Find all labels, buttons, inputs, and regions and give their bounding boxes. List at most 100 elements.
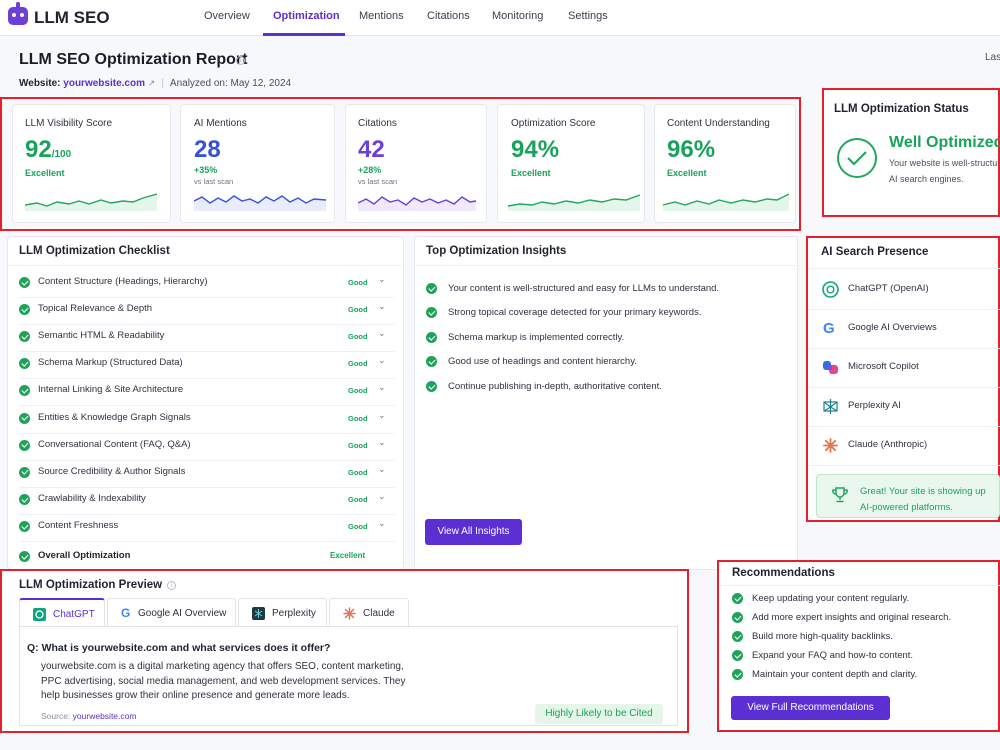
nav-citations[interactable]: Citations bbox=[427, 10, 470, 22]
check-icon bbox=[19, 412, 30, 424]
status-title: LLM Optimization Status bbox=[834, 103, 969, 115]
chevron-down-icon[interactable]: ⌄ bbox=[378, 436, 386, 447]
check-icon bbox=[19, 331, 30, 343]
meta-divider: | bbox=[161, 78, 164, 89]
view-all-insights-button[interactable]: View All Insights bbox=[425, 519, 522, 545]
source-link[interactable]: yourwebsite.com bbox=[72, 711, 137, 721]
overall-status: Excellent bbox=[330, 551, 366, 560]
tab-perplexity[interactable]: Perplexity bbox=[238, 598, 327, 626]
info-icon[interactable]: i bbox=[236, 56, 245, 65]
robot-logo-icon bbox=[8, 7, 28, 25]
banner-text-2: AI-powered platforms. bbox=[860, 502, 953, 513]
checklist-row[interactable]: Internal Linking & Site Architecture Good… bbox=[19, 379, 395, 407]
metric-change-note: vs last scan bbox=[358, 177, 398, 186]
checklist-row[interactable]: Crawlability & Indexability Good ⌄ bbox=[19, 488, 395, 515]
chevron-down-icon[interactable]: ⌄ bbox=[378, 490, 386, 501]
checklist-row[interactable]: Entities & Knowledge Graph Signals Good ⌄ bbox=[19, 407, 395, 434]
nav-overview[interactable]: Overview bbox=[204, 10, 250, 22]
check-icon bbox=[426, 356, 437, 367]
checklist-label: Schema Markup (Structured Data) bbox=[38, 357, 183, 369]
checklist-row[interactable]: Semantic HTML & Readability Good ⌄ bbox=[19, 325, 395, 353]
checklist-row[interactable]: Conversational Content (FAQ, Q&A) Good ⌄ bbox=[19, 434, 395, 461]
sparkline-understanding bbox=[663, 193, 789, 211]
chevron-down-icon[interactable]: ⌄ bbox=[378, 301, 386, 312]
preview-answer-line: yourwebsite.com is a digital marketing a… bbox=[41, 661, 404, 672]
nav-settings[interactable]: Settings bbox=[568, 10, 608, 22]
check-icon bbox=[19, 520, 30, 532]
check-icon bbox=[426, 307, 437, 318]
chatgpt-icon bbox=[822, 281, 839, 298]
chevron-down-icon[interactable]: ⌄ bbox=[378, 463, 386, 474]
checklist-row[interactable]: Schema Markup (Structured Data) Good ⌄ bbox=[19, 352, 395, 380]
preview-source: Source: yourwebsite.com bbox=[41, 711, 136, 721]
checklist-row[interactable]: Content Structure (Headings, Hierarchy) G… bbox=[19, 271, 395, 298]
tab-claude[interactable]: Claude bbox=[329, 598, 409, 626]
chevron-down-icon[interactable]: ⌄ bbox=[378, 328, 386, 339]
chevron-down-icon[interactable]: ⌄ bbox=[378, 409, 386, 420]
check-icon bbox=[732, 650, 743, 661]
chatgpt-icon bbox=[33, 608, 46, 621]
logo-antenna bbox=[16, 2, 20, 7]
presence-item-copilot[interactable]: Microsoft Copilot bbox=[808, 349, 1000, 388]
check-icon bbox=[732, 612, 743, 623]
sparkline-citations bbox=[358, 196, 476, 211]
citation-likelihood-badge: Highly Likely to be Cited bbox=[535, 704, 663, 724]
presence-item-claude[interactable]: Claude (Anthropic) bbox=[808, 427, 1000, 466]
checklist-row[interactable]: Topical Relevance & Depth Good ⌄ bbox=[19, 298, 395, 326]
chevron-down-icon[interactable]: ⌄ bbox=[378, 382, 386, 393]
checklist-label: Content Structure (Headings, Hierarchy) bbox=[38, 276, 208, 287]
checklist-status: Good bbox=[348, 413, 368, 423]
website-link[interactable]: yourwebsite.com bbox=[63, 78, 145, 89]
check-icon bbox=[426, 283, 437, 294]
preview-answer-line: help businesses grow their online presen… bbox=[41, 690, 350, 701]
tab-label: Google AI Overview bbox=[138, 608, 227, 619]
page-title: LLM SEO Optimization Report bbox=[19, 51, 248, 68]
tab-chatgpt[interactable]: ChatGPT bbox=[19, 598, 105, 626]
info-icon[interactable]: i bbox=[167, 581, 176, 590]
presence-label: Perplexity AI bbox=[848, 400, 901, 411]
external-link-icon[interactable]: ↗ bbox=[147, 78, 156, 88]
nav-active-underline bbox=[263, 33, 345, 36]
check-icon bbox=[19, 385, 30, 397]
status-panel bbox=[822, 88, 1000, 217]
presence-item-google[interactable]: G Google AI Overviews bbox=[808, 310, 1000, 349]
divider bbox=[414, 265, 798, 266]
metrics-highlight bbox=[0, 97, 801, 231]
checklist-row[interactable]: Content Freshness Good ⌄ bbox=[19, 515, 395, 542]
metric-status: Excellent bbox=[667, 168, 707, 178]
nav-optimization[interactable]: Optimization bbox=[273, 10, 340, 22]
presence-item-perplexity[interactable]: Perplexity AI bbox=[808, 388, 1000, 427]
check-icon bbox=[426, 381, 437, 392]
checklist-status: Good bbox=[348, 359, 368, 369]
chevron-down-icon[interactable]: ⌄ bbox=[378, 355, 386, 366]
metric-change: +35% bbox=[194, 165, 218, 175]
metric-card-citations: Citations 42 +28% vs last scan bbox=[345, 104, 487, 223]
metric-card-understanding: Content Understanding 96% Excellent bbox=[654, 104, 796, 223]
checklist-title: LLM Optimization Checklist bbox=[19, 245, 170, 257]
chevron-down-icon[interactable]: ⌄ bbox=[378, 517, 386, 528]
check-icon bbox=[19, 304, 30, 316]
metric-card-mentions: AI Mentions 28 +35% vs last scan bbox=[180, 104, 335, 223]
tab-label: ChatGPT bbox=[53, 609, 95, 620]
copilot-icon bbox=[823, 361, 838, 374]
checklist-row[interactable]: Source Credibility & Author Signals Good ⌄ bbox=[19, 461, 395, 488]
presence-item-chatgpt[interactable]: ChatGPT (OpenAI) bbox=[808, 271, 1000, 310]
recommendations-title: Recommendations bbox=[732, 567, 835, 579]
preview-question: Q: What is yourwebsite.com and what serv… bbox=[27, 642, 331, 654]
view-full-recommendations-button[interactable]: View Full Recommendations bbox=[731, 696, 890, 720]
checklist-status: Good bbox=[348, 386, 368, 396]
report-meta: Website: yourwebsite.com ↗ | Analyzed on: … bbox=[19, 78, 291, 89]
chevron-down-icon[interactable]: ⌄ bbox=[378, 274, 386, 284]
overall-label: Overall Optimization bbox=[38, 550, 131, 561]
check-icon bbox=[19, 466, 30, 478]
source-label: Source: bbox=[41, 711, 71, 721]
metric-label: Content Understanding bbox=[667, 118, 770, 129]
presence-label: Google AI Overviews bbox=[848, 322, 937, 333]
check-icon bbox=[19, 439, 30, 451]
tab-google-ai-overview[interactable]: G Google AI Overview bbox=[107, 598, 236, 626]
nav-monitoring[interactable]: Monitoring bbox=[492, 10, 544, 22]
checklist-label: Content Freshness bbox=[38, 519, 119, 531]
nav-mentions[interactable]: Mentions bbox=[359, 10, 404, 22]
app-logo-text: LLM SEO bbox=[34, 8, 110, 27]
metric-change-note: vs last scan bbox=[194, 177, 234, 186]
